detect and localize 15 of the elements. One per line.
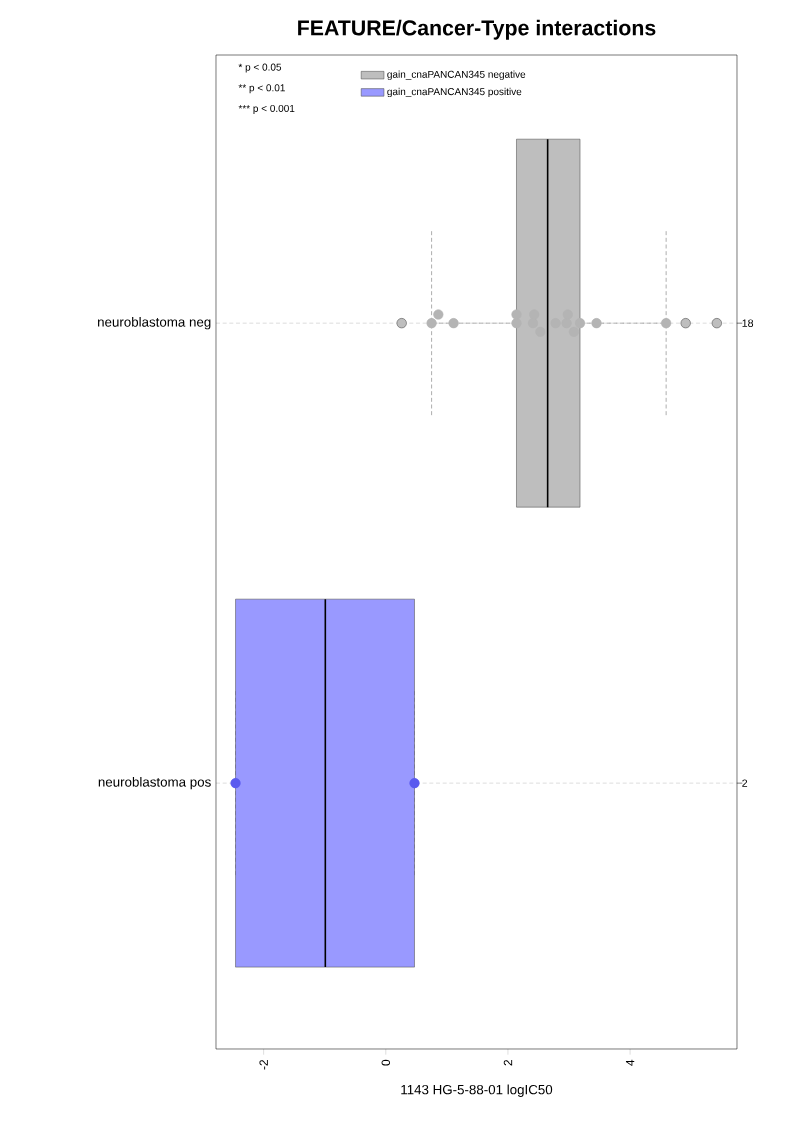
x-axis-title: 1143 HG-5-88-01 logIC50 (401, 1084, 553, 1097)
x-tick-label: 0 (381, 1059, 391, 1066)
legend-label: gain_cnaPANCAN345 positive (387, 87, 522, 98)
annotation: * p < 0.05 (238, 63, 282, 73)
chart-title: FEATURE/Cancer-Type interactions (298, 19, 656, 40)
x-tick-label: -2 (259, 1060, 268, 1070)
x-tick-label: 2 (503, 1060, 513, 1066)
y-tick-label: neuroblastoma pos (98, 776, 211, 790)
y2-tick-label: 2 (742, 779, 748, 787)
annotation: *** p < 0.001 (238, 104, 295, 114)
legend-label: gain_cnaPANCAN345 negative (387, 70, 526, 80)
annotation: ** p < 0.01 (238, 84, 285, 94)
y-tick-label: neuroblastoma neg (98, 316, 211, 330)
x-tick-label: 4 (625, 1059, 635, 1066)
y2-tick-label: 18 (742, 319, 754, 327)
